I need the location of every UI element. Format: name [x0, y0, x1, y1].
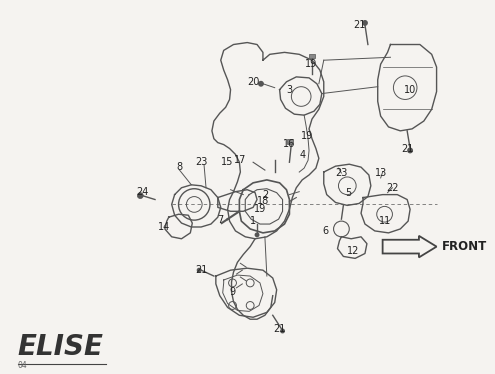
Text: 21: 21: [353, 20, 365, 30]
Circle shape: [407, 147, 413, 153]
Text: 19: 19: [301, 131, 313, 141]
Text: 20: 20: [247, 77, 259, 87]
Text: 5: 5: [345, 188, 351, 197]
Text: 9: 9: [230, 287, 236, 297]
Circle shape: [137, 193, 143, 199]
Text: 7: 7: [218, 215, 224, 225]
Text: 19: 19: [305, 59, 317, 69]
Text: 10: 10: [404, 85, 416, 95]
Text: 11: 11: [380, 216, 392, 226]
Circle shape: [258, 81, 264, 87]
Circle shape: [197, 268, 201, 273]
Text: 18: 18: [257, 196, 269, 206]
Text: 13: 13: [375, 168, 387, 178]
Text: 21: 21: [273, 324, 286, 334]
Text: 6: 6: [323, 226, 329, 236]
Bar: [309, 54, 315, 58]
Text: 4: 4: [299, 150, 305, 160]
Text: 15: 15: [221, 157, 234, 167]
Text: 2: 2: [262, 190, 268, 200]
Text: 24: 24: [136, 187, 148, 197]
Text: 21: 21: [401, 144, 413, 153]
Text: 04: 04: [18, 361, 27, 370]
Text: 19: 19: [254, 204, 266, 214]
Text: 16: 16: [283, 139, 296, 148]
Text: 14: 14: [158, 222, 170, 232]
Text: 23: 23: [195, 157, 207, 167]
Circle shape: [362, 20, 368, 26]
Text: 3: 3: [287, 85, 293, 95]
Text: 21: 21: [195, 265, 207, 275]
Text: ELISE: ELISE: [18, 332, 103, 361]
Text: 23: 23: [335, 168, 347, 178]
Text: FRONT: FRONT: [442, 240, 487, 253]
Text: 1: 1: [250, 216, 256, 226]
Text: 17: 17: [234, 155, 247, 165]
Text: 12: 12: [347, 246, 359, 255]
Circle shape: [280, 328, 285, 334]
Circle shape: [254, 232, 259, 237]
Text: 8: 8: [177, 162, 183, 172]
Bar: [288, 139, 294, 144]
Text: 22: 22: [386, 183, 398, 193]
